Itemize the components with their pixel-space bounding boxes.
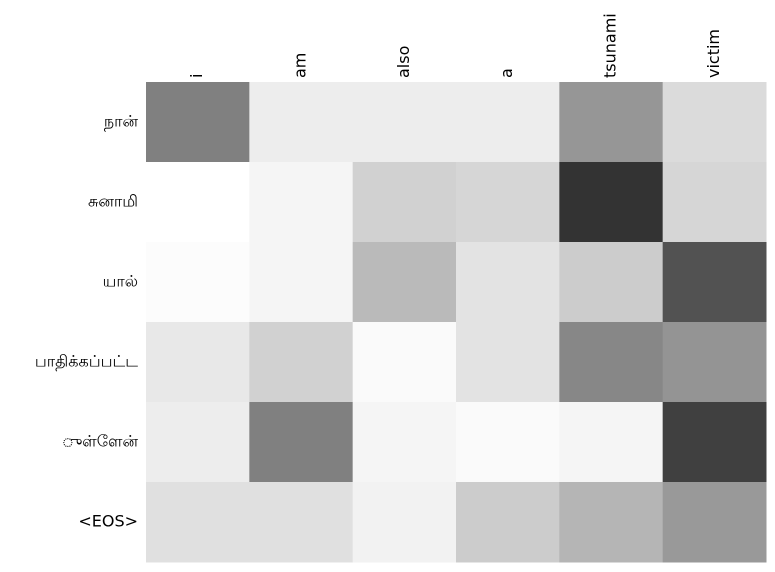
heatmap-cell xyxy=(146,242,250,323)
heatmap-cell xyxy=(662,322,767,403)
x-tick-label: i xyxy=(187,74,206,78)
y-tick-label: ுள்ளேன் xyxy=(62,432,139,451)
heatmap-cell xyxy=(249,162,354,243)
heatmap-cell xyxy=(352,482,457,563)
heatmap-cell xyxy=(352,242,457,323)
heatmap-cell xyxy=(146,402,250,483)
heatmap-cell xyxy=(559,242,664,323)
heatmap-cell xyxy=(662,82,767,163)
y-tick-label: சுனாமி xyxy=(88,192,138,211)
heatmap-cell xyxy=(662,162,767,243)
heatmap-cell xyxy=(559,482,664,563)
x-tick-label: victim xyxy=(704,29,723,78)
heatmap-cell xyxy=(249,82,354,163)
heatmap-cell xyxy=(559,82,664,163)
heatmap-cell xyxy=(456,482,560,563)
heatmap-cell xyxy=(456,162,560,243)
y-tick-label: பாதிக்கப்பட்ட xyxy=(35,352,138,371)
heatmap-cell xyxy=(456,402,560,483)
heatmap-cell xyxy=(352,402,457,483)
x-tick-label: tsunami xyxy=(601,13,620,78)
heatmap-cell xyxy=(249,242,354,323)
heatmap-cell xyxy=(662,482,767,563)
heatmap-cell xyxy=(249,322,354,403)
y-tick-label: <EOS> xyxy=(78,512,138,531)
y-tick-label: யால் xyxy=(103,272,138,291)
heatmap-cell xyxy=(146,482,250,563)
heatmap-cell xyxy=(146,82,250,163)
heatmap-cell xyxy=(352,322,457,403)
heatmap-cell xyxy=(249,482,354,563)
heatmap-cell xyxy=(559,402,664,483)
heatmap-cell xyxy=(146,162,250,243)
heatmap-cell xyxy=(559,162,664,243)
heatmap-cell xyxy=(249,402,354,483)
y-tick-label: நான் xyxy=(104,112,139,131)
x-tick-label: also xyxy=(394,46,413,78)
x-tick-label: am xyxy=(291,53,310,78)
heatmap-cell xyxy=(352,162,457,243)
heatmap-cell xyxy=(662,402,767,483)
heatmap-cell xyxy=(456,322,560,403)
heatmap-cell xyxy=(146,322,250,403)
heatmap-cell xyxy=(352,82,457,163)
heatmap-cell xyxy=(662,242,767,323)
heatmap-cell xyxy=(456,242,560,323)
heatmap-cell xyxy=(559,322,664,403)
x-tick-label: a xyxy=(497,68,516,78)
heatmap-cell xyxy=(456,82,560,163)
